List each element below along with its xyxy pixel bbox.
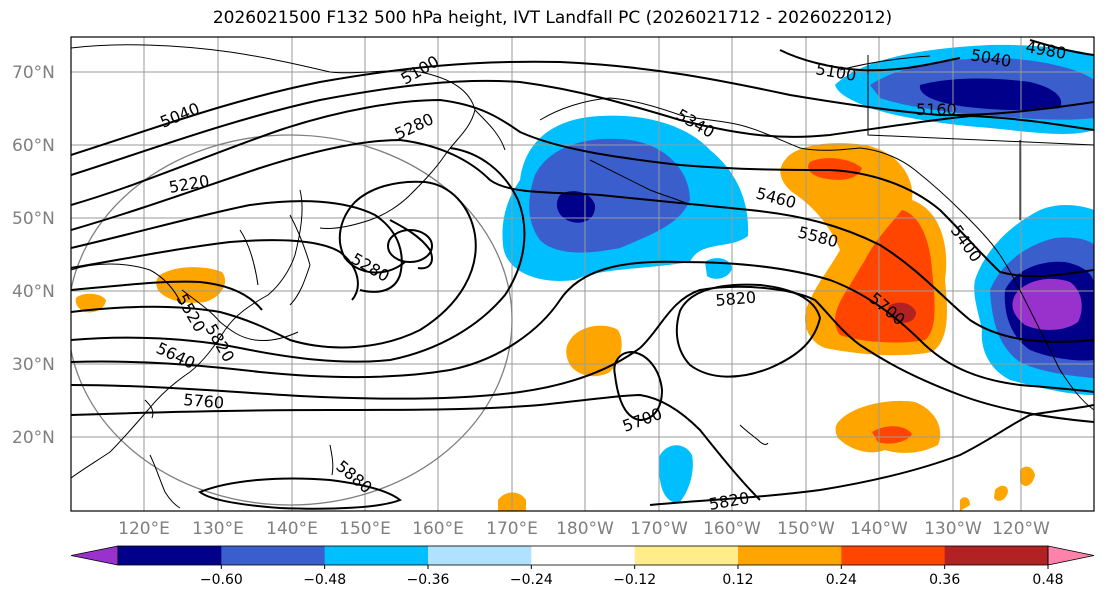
lat-label: 70°N <box>12 63 55 83</box>
colorbar-segment <box>634 546 739 565</box>
colorbar-extend-low <box>70 545 119 566</box>
colorbar-segment <box>531 546 636 565</box>
lon-label: 160°W <box>703 519 761 539</box>
ivt-negative-tropical <box>658 445 693 503</box>
lat-label: 40°N <box>12 282 55 302</box>
lon-label: 140°W <box>850 519 908 539</box>
lon-label: 120°E <box>118 519 170 539</box>
colorbar-outline <box>117 545 1049 566</box>
lat-label: 20°N <box>12 428 55 448</box>
lon-label: 130°E <box>192 519 244 539</box>
colorbar-tick-label: −0.12 <box>613 572 656 588</box>
longitude-labels: 120°E 130°E 140°E 150°E 160°E 170°E 180°… <box>118 519 1050 539</box>
lon-label: 170°E <box>486 519 538 539</box>
colorbar-segment <box>944 546 1049 565</box>
colorbar-tick-label: 0.24 <box>826 572 857 588</box>
colorbar-tick-label: −0.48 <box>303 572 346 588</box>
colorbar-tick-label: 0.36 <box>929 572 960 588</box>
colorbar-segment <box>118 546 222 565</box>
colorbar-tick-label: 0.12 <box>722 572 753 588</box>
lon-label: 140°E <box>266 519 318 539</box>
distance-circle <box>71 134 513 506</box>
lon-label: 160°E <box>412 519 464 539</box>
colorbar-tick-label: 0.48 <box>1032 572 1063 588</box>
colorbar-segment <box>221 546 326 565</box>
colorbar: −0.60 −0.48 −0.36 −0.24 −0.12 0.12 0.24 0.36 0.4… <box>70 545 1095 588</box>
lon-label: 130°W <box>924 519 982 539</box>
ivt-negative-north-pacific-min <box>556 191 596 223</box>
contour-label: 5160 <box>916 100 957 119</box>
contour-label: 5820 <box>715 288 757 310</box>
lon-label: 180°W <box>556 519 614 539</box>
lon-label: 150°E <box>339 519 391 539</box>
colorbar-segment <box>324 546 429 565</box>
lat-label: 50°N <box>12 209 55 229</box>
lon-label: 120°W <box>992 519 1050 539</box>
map-frame <box>70 36 1095 512</box>
colorbar-extend-high <box>1047 545 1095 566</box>
lat-label: 60°N <box>12 136 55 156</box>
colorbar-segment <box>738 546 842 565</box>
ivt-positive-japan-sea <box>156 267 226 303</box>
map-title: 2026021500 F132 500 hPa height, IVT Land… <box>212 8 893 28</box>
colorbar-segment <box>841 546 946 565</box>
lat-label: 30°N <box>12 355 55 375</box>
colorbar-tick-label: −0.36 <box>407 572 450 588</box>
height-contours <box>71 39 1094 510</box>
colorbar-segment <box>428 546 532 565</box>
colorbar-tick-label: −0.24 <box>510 572 553 588</box>
latitude-labels: 70°N 60°N 50°N 40°N 30°N 20°N <box>12 63 55 448</box>
colorbar-tick-label: −0.60 <box>200 572 243 588</box>
contour-label: 5820 <box>707 488 750 514</box>
lon-label: 170°W <box>630 519 688 539</box>
lon-label: 150°W <box>777 519 835 539</box>
contour-label: 5760 <box>183 390 225 412</box>
